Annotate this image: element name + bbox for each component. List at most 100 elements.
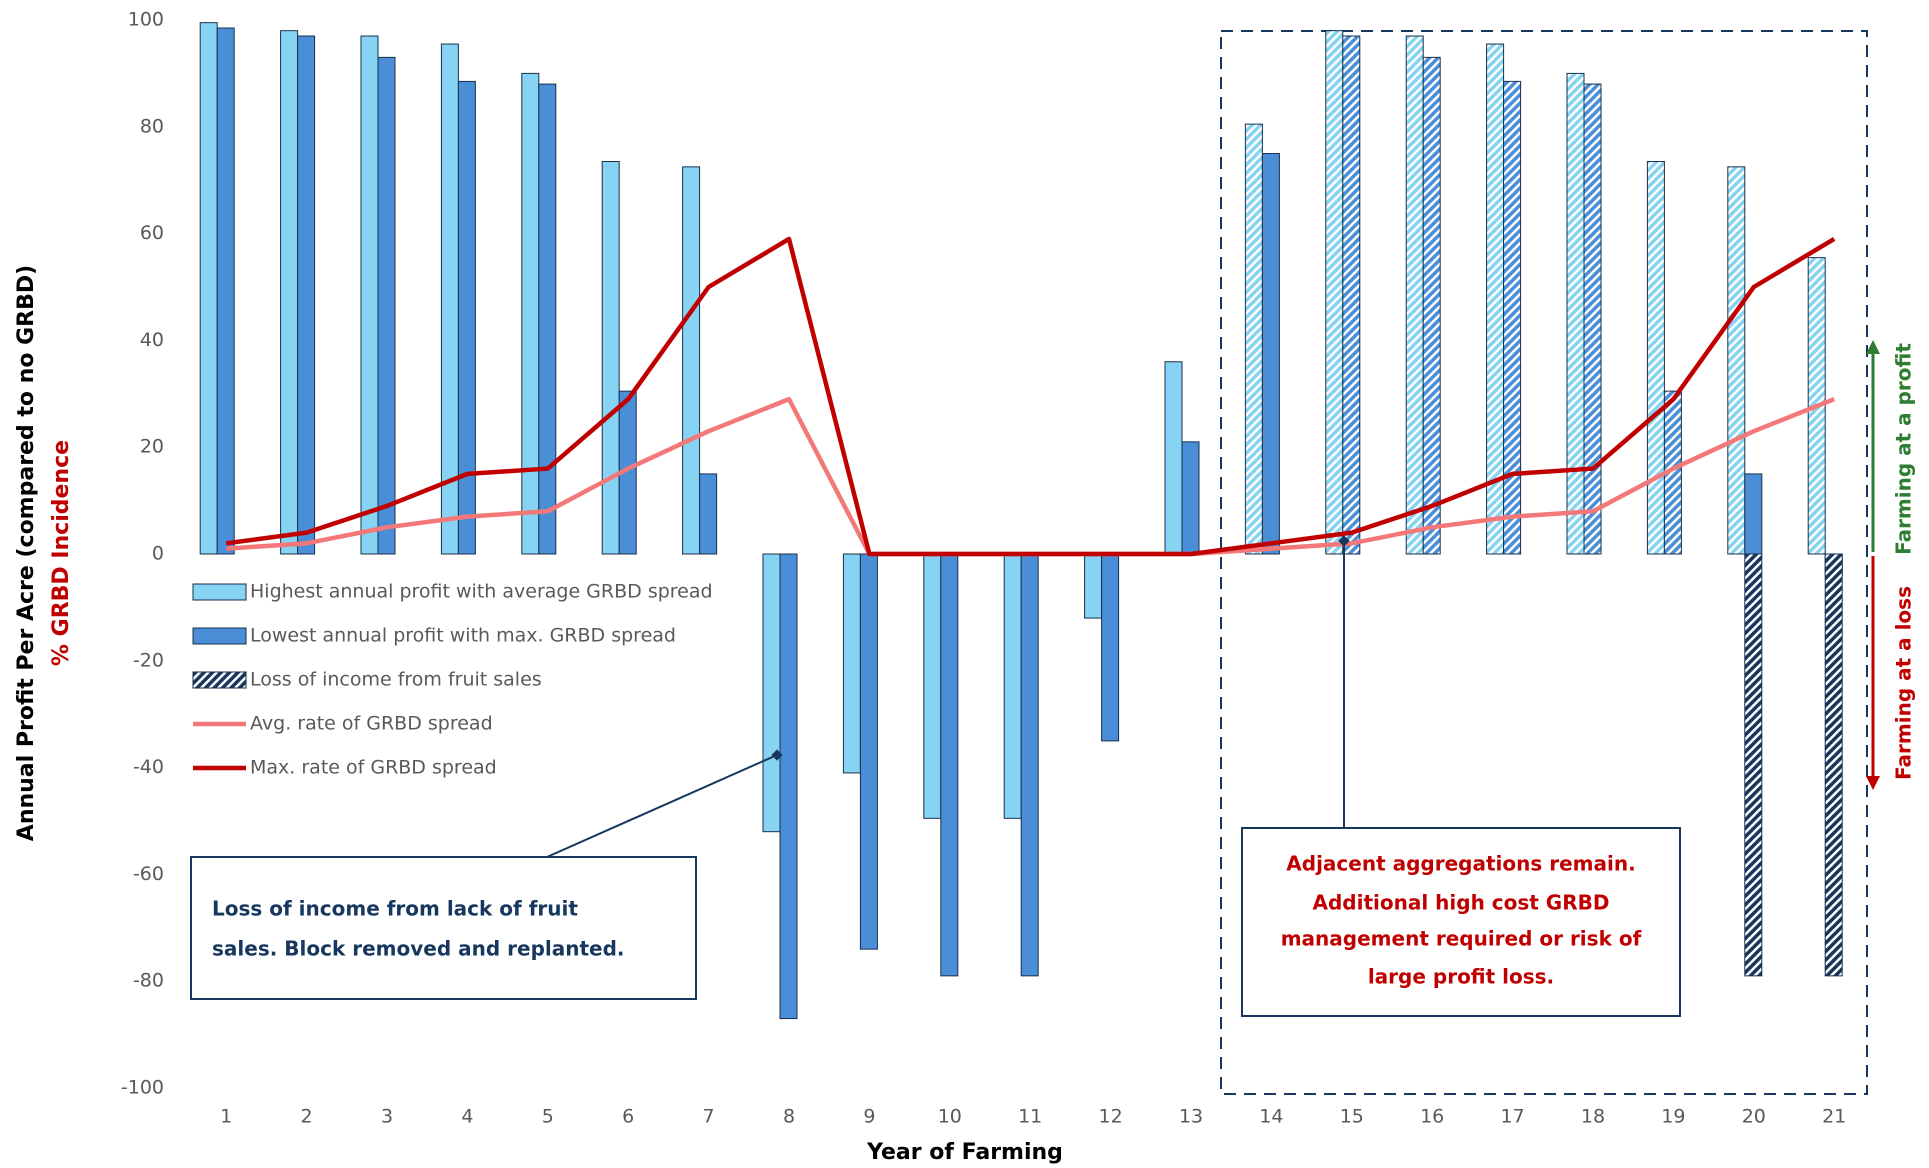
profit-arrow-head xyxy=(1866,340,1880,354)
bar xyxy=(1744,473,1763,555)
y-tick-label: 0 xyxy=(152,543,164,565)
profit-label: Farming at a profit xyxy=(1892,343,1916,555)
x-tick-label: 7 xyxy=(703,1106,715,1128)
bar xyxy=(1744,553,1763,977)
annotation-box xyxy=(190,856,697,1000)
bar xyxy=(1261,153,1280,555)
x-tick-label: 13 xyxy=(1179,1106,1203,1128)
y-tick-label: 80 xyxy=(140,115,164,137)
x-tick-label: 20 xyxy=(1742,1106,1766,1128)
bar xyxy=(1422,56,1441,555)
x-tick-label: 21 xyxy=(1822,1106,1846,1128)
x-axis-label: Year of Farming xyxy=(866,1140,1063,1165)
x-tick-label: 9 xyxy=(863,1106,875,1128)
legend-label: Avg. rate of GRBD spread xyxy=(250,713,493,735)
highlight-box xyxy=(1220,30,1868,1095)
bar xyxy=(521,72,540,555)
bar xyxy=(199,22,218,555)
x-tick-label: 14 xyxy=(1259,1106,1283,1128)
annotation-box xyxy=(1241,827,1681,1017)
y-tick-label: -80 xyxy=(133,970,164,992)
y-axis-label: Annual Profit Per Acre (compared to no G… xyxy=(14,265,39,841)
bar xyxy=(1084,553,1103,619)
bar xyxy=(1325,30,1344,555)
x-tick-label: 11 xyxy=(1018,1106,1042,1128)
x-tick-label: 15 xyxy=(1340,1106,1364,1128)
bar xyxy=(1101,553,1120,742)
x-tick-label: 2 xyxy=(301,1106,313,1128)
plot xyxy=(199,22,1843,1020)
bar xyxy=(601,161,620,555)
bar xyxy=(1181,441,1200,555)
x-tick-label: 3 xyxy=(381,1106,393,1128)
bar xyxy=(923,553,942,819)
loss-arrow-head xyxy=(1866,776,1880,790)
annotation-text: management required or risk of xyxy=(1281,927,1642,951)
line xyxy=(225,236,1836,557)
y-tick-label: 40 xyxy=(140,329,164,351)
annotation-text: Additional high cost GRBD xyxy=(1313,891,1610,915)
y-tick-label: -60 xyxy=(133,863,164,885)
x-tick-label: 16 xyxy=(1420,1106,1444,1128)
legend-swatch xyxy=(192,583,247,601)
bar xyxy=(682,166,701,555)
legend-label: Highest annual profit with average GRBD … xyxy=(250,581,713,603)
connector-dot xyxy=(1338,535,1350,547)
annotation-text: large profit loss. xyxy=(1368,965,1554,989)
annotation-text: Loss of income from lack of fruit xyxy=(212,897,578,921)
bar xyxy=(1342,35,1361,555)
y-tick-label: 20 xyxy=(140,436,164,458)
bar xyxy=(699,473,718,555)
loss-label: Farming at a loss xyxy=(1892,586,1916,780)
bar xyxy=(1164,361,1183,555)
bar xyxy=(1405,35,1424,555)
bar xyxy=(762,553,781,833)
bar xyxy=(1244,123,1263,555)
bar xyxy=(538,83,557,555)
x-tick-label: 6 xyxy=(622,1106,634,1128)
bar xyxy=(1020,553,1039,977)
bar xyxy=(360,35,379,555)
x-tick-label: 4 xyxy=(461,1106,473,1128)
bar xyxy=(940,553,959,977)
x-tick-label: 19 xyxy=(1661,1106,1685,1128)
legend-label: Max. rate of GRBD spread xyxy=(250,757,497,779)
legend-label: Loss of income from fruit sales xyxy=(250,669,542,691)
bar xyxy=(1646,161,1665,555)
legend-swatch xyxy=(192,627,247,645)
y-tick-label: -20 xyxy=(133,649,164,671)
legend-label: Lowest annual profit with max. GRBD spre… xyxy=(250,625,676,647)
annotation-text: Adjacent aggregations remain. xyxy=(1286,852,1635,876)
bar xyxy=(297,35,316,555)
bar xyxy=(1003,553,1022,819)
bar xyxy=(377,56,396,555)
bar xyxy=(216,27,235,555)
connector-dot xyxy=(771,749,783,761)
bar xyxy=(842,553,861,774)
x-tick-label: 10 xyxy=(938,1106,962,1128)
x-tick-label: 5 xyxy=(542,1106,554,1128)
x-tick-label: 8 xyxy=(783,1106,795,1128)
y-tick-label: -40 xyxy=(133,756,164,778)
bar xyxy=(779,553,798,1020)
bar xyxy=(1503,80,1522,555)
y-tick-label: 60 xyxy=(140,222,164,244)
bar xyxy=(1824,553,1843,977)
y-axis-label-2: % GRBD Incidence xyxy=(49,440,74,666)
bar xyxy=(1583,83,1602,555)
y-tick-label: -100 xyxy=(121,1077,164,1099)
bar xyxy=(1566,72,1585,555)
bar xyxy=(457,80,476,555)
x-tick-label: 17 xyxy=(1501,1106,1525,1128)
bar xyxy=(280,30,299,555)
x-tick-label: 18 xyxy=(1581,1106,1605,1128)
bar xyxy=(859,553,878,950)
y-tick-label: 100 xyxy=(128,9,164,31)
x-tick-label: 12 xyxy=(1099,1106,1123,1128)
legend: Highest annual profit with average GRBD … xyxy=(192,581,713,779)
annotation-text: sales. Block removed and replanted. xyxy=(212,937,625,961)
connector xyxy=(546,754,778,858)
legend-swatch xyxy=(192,671,247,689)
bar xyxy=(1727,166,1746,555)
